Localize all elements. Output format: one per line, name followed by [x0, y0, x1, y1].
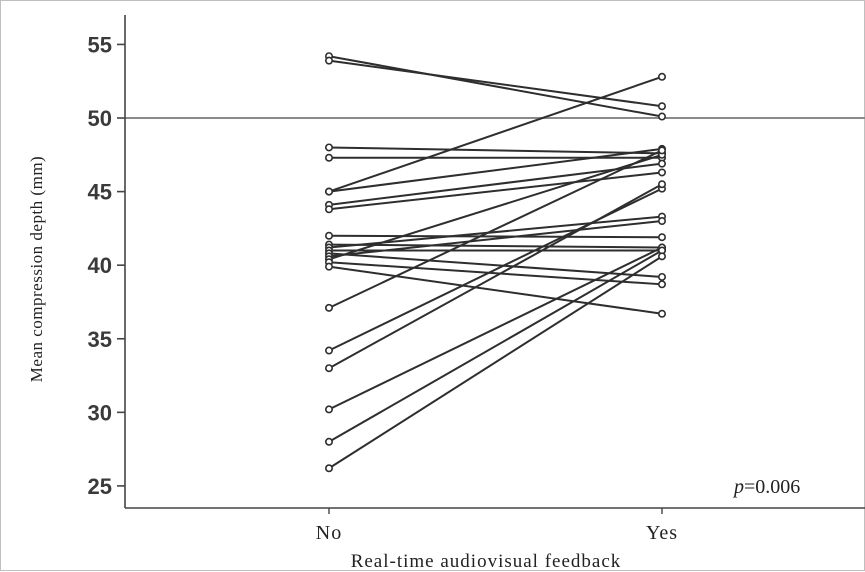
- data-point: [657, 272, 666, 281]
- axes: [117, 15, 865, 514]
- y-tick-label: 30: [88, 400, 112, 425]
- data-point: [324, 205, 333, 214]
- p-value-symbol: p: [732, 476, 744, 498]
- data-point: [324, 231, 333, 240]
- data-point: [657, 146, 666, 155]
- data-point: [657, 112, 666, 121]
- series-line: [328, 149, 663, 309]
- data-point: [657, 252, 666, 261]
- data-point: [324, 405, 333, 414]
- series-line: [328, 265, 663, 315]
- series-line: [328, 243, 663, 249]
- series-line: [328, 171, 663, 211]
- series-line: [328, 252, 663, 278]
- data-point: [324, 364, 333, 373]
- series-line: [328, 59, 663, 108]
- series-line: [328, 183, 663, 370]
- y-axis-title: Mean compression depth (mm): [27, 156, 46, 382]
- data-point: [657, 217, 666, 226]
- series-line: [328, 162, 663, 206]
- series-layer: [324, 52, 666, 473]
- data-point: [324, 262, 333, 271]
- series-line: [328, 249, 663, 443]
- data-point: [657, 233, 666, 242]
- data-point: [657, 72, 666, 81]
- y-tick-label: 35: [88, 327, 112, 352]
- series-line: [328, 246, 663, 411]
- data-point: [324, 187, 333, 196]
- series-line: [328, 261, 663, 286]
- y-tick-label: 25: [88, 474, 112, 499]
- labels-layer: 25 30 35 40 45 50 55 No Yes: [88, 32, 678, 544]
- series-line: [328, 255, 663, 470]
- data-point: [324, 464, 333, 473]
- data-point: [657, 180, 666, 189]
- series-line: [328, 153, 663, 261]
- data-point: [657, 102, 666, 111]
- data-point: [657, 309, 666, 318]
- series-line: [328, 55, 663, 118]
- data-point: [324, 143, 333, 152]
- series-line: [328, 147, 663, 193]
- data-point: [657, 168, 666, 177]
- data-point: [324, 346, 333, 355]
- y-tick-label: 50: [88, 106, 112, 131]
- data-point: [324, 437, 333, 446]
- data-point: [324, 303, 333, 312]
- x-tick-label: No: [316, 522, 342, 544]
- series-line: [328, 220, 663, 258]
- data-point: [324, 56, 333, 65]
- y-tick-label: 55: [88, 32, 112, 57]
- x-axis-title: Real-time audiovisual feedback: [351, 551, 622, 572]
- data-point: [657, 159, 666, 168]
- y-tick-label: 45: [88, 180, 112, 205]
- data-point: [657, 280, 666, 289]
- p-value-annotation: p=0.006: [732, 476, 800, 498]
- series-line: [328, 146, 663, 155]
- series-line: [328, 234, 663, 239]
- series-line: [328, 75, 663, 193]
- y-tick-label: 40: [88, 253, 112, 278]
- data-point: [324, 153, 333, 162]
- x-tick-label: Yes: [646, 522, 678, 544]
- p-value-text: =0.006: [744, 476, 800, 498]
